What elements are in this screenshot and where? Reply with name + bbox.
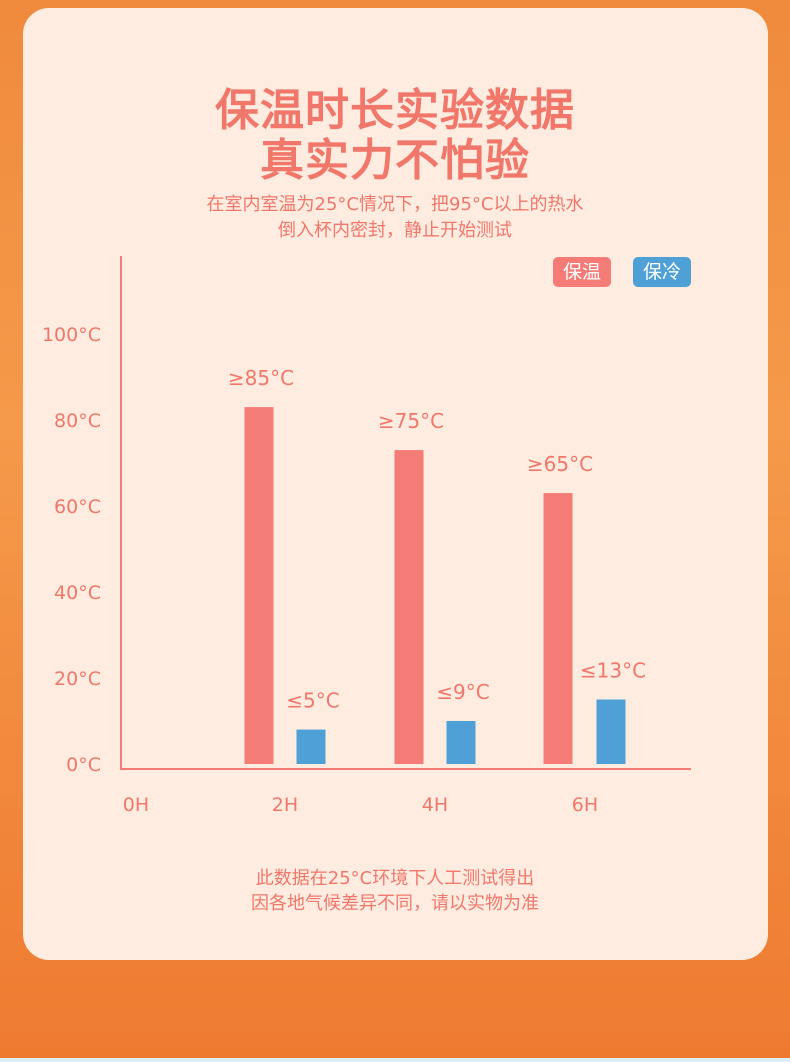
data-label: ≥85°C	[228, 366, 294, 390]
legend-warm: 保温	[553, 257, 611, 287]
x-tick-label: 4H	[422, 794, 448, 816]
data-label: ≤5°C	[286, 689, 339, 713]
legend-cold: 保冷	[633, 257, 691, 287]
test-condition-line2: 倒入杯内密封，静止开始测试	[278, 220, 512, 241]
x-tick-label: 2H	[272, 794, 298, 816]
y-tick-label: 60°C	[54, 496, 101, 518]
bar-warm	[394, 450, 424, 764]
data-label: ≥75°C	[378, 409, 444, 433]
chart-title-line2: 真实力不怕验	[260, 135, 530, 186]
y-tick-label: 20°C	[54, 668, 101, 690]
y-tick-label: 80°C	[54, 410, 101, 432]
bar-cold	[446, 721, 476, 764]
bar-warm	[543, 493, 573, 764]
bar-cold	[596, 699, 626, 764]
y-tick-label: 100°C	[42, 324, 101, 346]
x-tick-label: 6H	[572, 794, 598, 816]
test-condition-line1: 在室内室温为25°C情况下，把95°C以上的热水	[206, 194, 584, 215]
chart-title-line1: 保温时长实验数据	[215, 85, 575, 136]
data-label: ≤9°C	[436, 680, 489, 704]
y-tick-label: 40°C	[54, 582, 101, 604]
footnote-line1: 此数据在25°C环境下人工测试得出	[255, 868, 535, 889]
footnote-line2: 因各地气候差异不同，请以实物为准	[251, 893, 539, 914]
bar-warm	[244, 407, 274, 764]
bottom-strip	[0, 1058, 790, 1062]
data-label: ≤13°C	[580, 659, 646, 683]
data-label: ≥65°C	[527, 452, 593, 476]
y-tick-label: 0°C	[66, 754, 101, 776]
bar-cold	[296, 729, 326, 764]
x-tick-label: 0H	[123, 794, 149, 816]
